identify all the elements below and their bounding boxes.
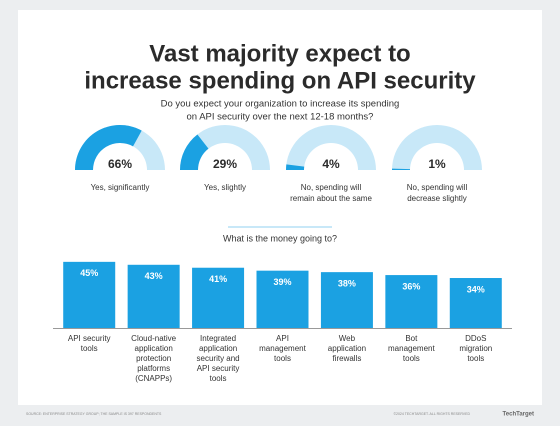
x-tick-label: platforms	[137, 364, 170, 373]
x-tick-label: application	[199, 344, 237, 353]
gauge-category-label: No, spending will	[301, 183, 362, 192]
gauge-fill	[180, 134, 209, 170]
x-tick-label: management	[259, 344, 306, 353]
bar	[127, 264, 180, 328]
bar-value-label: 38%	[338, 279, 356, 289]
x-tick-label: migration	[459, 344, 492, 353]
x-tick-label: Web	[339, 334, 356, 343]
x-tick-label: security and	[197, 354, 240, 363]
gauge-value-label: 66%	[108, 157, 132, 171]
x-tick-label: (CNAPPs)	[135, 374, 172, 383]
x-tick-label: tools	[274, 354, 291, 363]
x-tick-label: Integrated	[200, 334, 236, 343]
bar	[63, 261, 116, 328]
gauge-category-label: remain about the same	[290, 194, 372, 203]
gauge-fill	[392, 168, 411, 170]
bar-value-label: 39%	[273, 277, 291, 287]
bar	[192, 267, 245, 328]
x-tick-label: application	[328, 344, 366, 353]
bar-value-label: 36%	[402, 281, 420, 291]
gauge-value-label: 4%	[322, 157, 340, 171]
bar	[449, 278, 502, 328]
x-tick-label: application	[135, 344, 173, 353]
gauge-track	[180, 125, 270, 170]
subtitle-line: Do you expect your organization to incre…	[161, 99, 400, 110]
x-tick-label: tools	[81, 344, 98, 353]
x-tick-label: Bot	[405, 334, 418, 343]
x-tick-label: tools	[403, 354, 420, 363]
x-tick-label: API	[276, 334, 289, 343]
subtitle-line: on API security over the next 12-18 mont…	[187, 112, 374, 123]
bar-value-label: 45%	[80, 268, 98, 278]
x-tick-label: management	[388, 344, 435, 353]
x-tick-label: Cloud-native	[131, 334, 176, 343]
gauge-track	[392, 125, 482, 170]
bar	[256, 270, 309, 328]
gauge-category-label: Yes, significantly	[91, 183, 150, 192]
title-line: Vast majority expect to	[149, 40, 410, 67]
footer-source: SOURCE: ENTERPRISE STRATEGY GROUP; THE S…	[26, 412, 162, 416]
card	[18, 10, 542, 405]
gauge-value-label: 29%	[213, 157, 237, 171]
bar-value-label: 43%	[145, 271, 163, 281]
bar-value-label: 41%	[209, 274, 227, 284]
gauge-category-label: No, spending will	[407, 183, 468, 192]
x-tick-label: tools	[210, 374, 227, 383]
gauge-category-label: decrease slightly	[407, 194, 467, 203]
gauge-fill	[286, 164, 305, 170]
bar-value-label: 34%	[467, 284, 485, 294]
footer-logo: TechTarget	[503, 412, 534, 418]
x-tick-label: API security	[197, 364, 240, 373]
bar	[320, 272, 373, 328]
x-tick-label: API security	[68, 334, 111, 343]
x-tick-label: protection	[136, 354, 171, 363]
bar	[385, 275, 438, 328]
title-line: increase spending on API security	[84, 67, 476, 94]
x-tick-label: DDoS	[465, 334, 486, 343]
gauge-track	[286, 125, 376, 170]
x-tick-label: tools	[467, 354, 484, 363]
gauge-value-label: 1%	[428, 157, 446, 171]
footer-copyright: ©2024 TECHTARGET. ALL RIGHTS RESERVED	[393, 412, 470, 416]
bar-chart-title: What is the money going to?	[223, 233, 337, 243]
gauge-category-label: Yes, slightly	[204, 183, 246, 192]
gauge-fill	[75, 125, 142, 170]
x-tick-label: firewalls	[332, 354, 361, 363]
